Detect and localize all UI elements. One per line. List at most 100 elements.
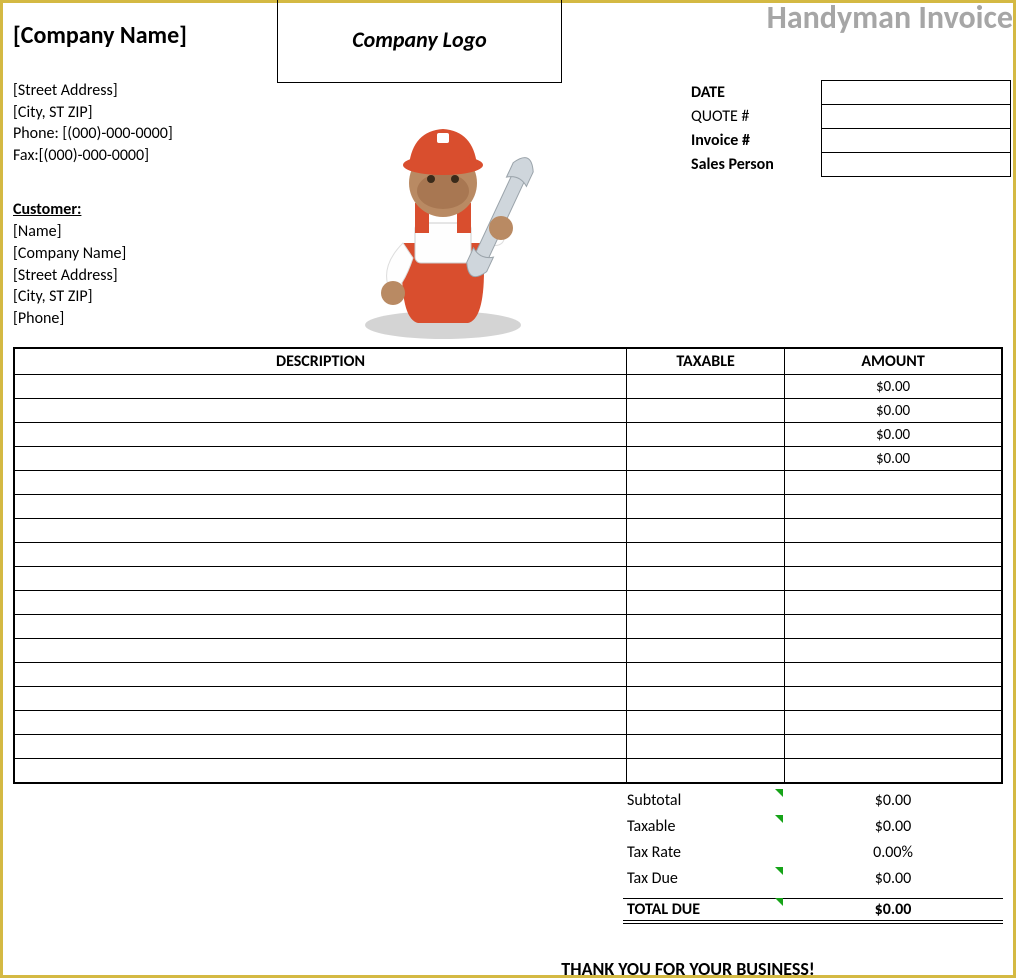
invoice-page: Handyman Invoice Company Logo [Company N… [0,0,1016,978]
cell-description[interactable] [14,687,627,711]
table-row [14,687,1002,711]
cell-amount[interactable]: $0.00 [785,399,1002,423]
company-phone: Phone: [(000)-000-0000] [13,123,293,145]
company-logo-placeholder: Company Logo [277,0,562,83]
cell-taxable[interactable] [627,759,785,783]
cell-description[interactable] [14,615,627,639]
cell-taxable[interactable] [627,639,785,663]
customer-heading: Customer: [13,200,293,219]
cell-description[interactable] [14,591,627,615]
table-row [14,543,1002,567]
totals-block: Subtotal $0.00 Taxable $0.00 Tax Rate 0.… [13,788,1003,924]
cell-description[interactable] [14,399,627,423]
cell-description[interactable] [14,519,627,543]
cell-description[interactable] [14,735,627,759]
meta-label-sales: Sales Person [691,153,821,177]
cell-taxable[interactable] [627,687,785,711]
totals-row-taxable: Taxable $0.00 [623,814,1003,840]
meta-field-quote[interactable] [821,104,1011,129]
meta-field-date[interactable] [821,80,1011,105]
cell-description[interactable] [14,423,627,447]
cell-taxable[interactable] [627,423,785,447]
handyman-icon [343,93,543,343]
col-header-description: DESCRIPTION [14,348,627,375]
cell-taxable[interactable] [627,519,785,543]
cell-description[interactable] [14,543,627,567]
company-logo-text: Company Logo [352,26,487,53]
table-row: $0.00 [14,423,1002,447]
table-header-row: DESCRIPTION TAXABLE AMOUNT [14,348,1002,375]
totals-value-taxrate: 0.00% [783,843,1003,862]
company-city-zip: [City, ST ZIP] [13,102,293,124]
table-row [14,519,1002,543]
totals-value-taxable: $0.00 [783,817,1003,836]
table-row [14,567,1002,591]
totals-label-taxable: Taxable [623,817,783,836]
cell-amount[interactable] [785,663,1002,687]
table-row [14,711,1002,735]
cell-description[interactable] [14,471,627,495]
cell-taxable[interactable] [627,567,785,591]
company-block: [Company Name] [Street Address] [City, S… [13,21,293,329]
col-header-taxable: TAXABLE [627,348,785,375]
cell-amount[interactable]: $0.00 [785,423,1002,447]
cell-taxable[interactable] [627,471,785,495]
invoice-title: Handyman Invoice [767,0,1013,37]
cell-taxable[interactable] [627,375,785,399]
cell-taxable[interactable] [627,399,785,423]
line-items-table: DESCRIPTION TAXABLE AMOUNT $0.00$0.00$0.… [13,347,1003,784]
cell-amount[interactable] [785,639,1002,663]
cell-taxable[interactable] [627,495,785,519]
cell-description[interactable] [14,375,627,399]
table-row: $0.00 [14,399,1002,423]
totals-value-taxdue: $0.00 [783,869,1003,888]
cell-amount[interactable] [785,615,1002,639]
meta-field-invoice[interactable] [821,128,1011,153]
totals-row-subtotal: Subtotal $0.00 [623,788,1003,814]
cell-taxable[interactable] [627,543,785,567]
invoice-meta-block: DATE QUOTE # Invoice # Sales Person [691,81,1011,177]
cell-amount[interactable] [785,759,1002,783]
cell-amount[interactable] [785,495,1002,519]
totals-row-totaldue: TOTAL DUE $0.00 [623,898,1003,924]
totals-label-subtotal: Subtotal [623,791,783,810]
meta-field-sales[interactable] [821,152,1011,177]
cell-taxable[interactable] [627,735,785,759]
table-row [14,639,1002,663]
customer-phone: [Phone] [13,308,293,330]
meta-label-invoice: Invoice # [691,129,821,153]
cell-amount[interactable] [785,471,1002,495]
table-row [14,615,1002,639]
totals-value-totaldue: $0.00 [783,900,1003,919]
company-name: [Company Name] [13,21,293,50]
cell-taxable[interactable] [627,615,785,639]
cell-taxable[interactable] [627,663,785,687]
cell-description[interactable] [14,447,627,471]
col-header-amount: AMOUNT [785,348,1002,375]
cell-amount[interactable] [785,687,1002,711]
customer-block: [Name] [Company Name] [Street Address] [… [13,221,293,329]
totals-row-taxdue: Tax Due $0.00 [623,866,1003,892]
cell-amount[interactable] [785,567,1002,591]
meta-label-quote: QUOTE # [691,105,821,129]
cell-amount[interactable]: $0.00 [785,447,1002,471]
cell-amount[interactable]: $0.00 [785,375,1002,399]
cell-amount[interactable] [785,591,1002,615]
cell-amount[interactable] [785,735,1002,759]
cell-description[interactable] [14,711,627,735]
cell-taxable[interactable] [627,711,785,735]
cell-description[interactable] [14,759,627,783]
cell-amount[interactable] [785,519,1002,543]
cell-taxable[interactable] [627,591,785,615]
cell-description[interactable] [14,663,627,687]
cell-amount[interactable] [785,711,1002,735]
table-row: $0.00 [14,375,1002,399]
table-row [14,759,1002,783]
company-street: [Street Address] [13,80,293,102]
cell-description[interactable] [14,567,627,591]
cell-amount[interactable] [785,543,1002,567]
cell-description[interactable] [14,639,627,663]
cell-taxable[interactable] [627,447,785,471]
customer-name: [Name] [13,221,293,243]
cell-description[interactable] [14,495,627,519]
